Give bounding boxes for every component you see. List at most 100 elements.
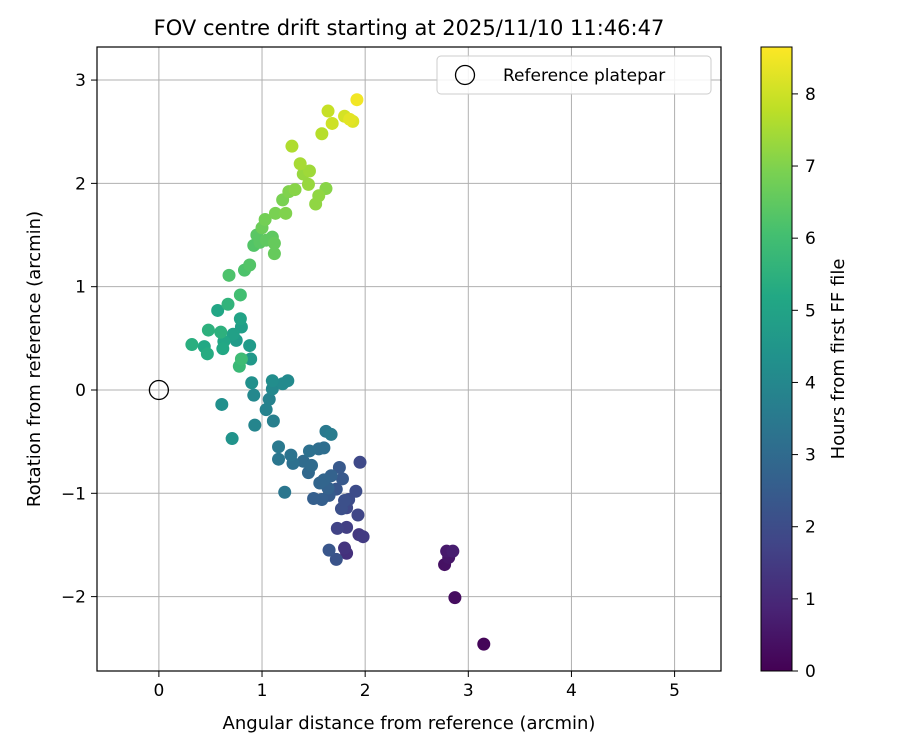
grid-lines bbox=[97, 47, 721, 671]
colorbar-tick-label: 2 bbox=[805, 518, 816, 538]
data-point bbox=[221, 297, 235, 311]
data-point bbox=[266, 414, 280, 428]
x-tick-label: 3 bbox=[463, 681, 474, 701]
data-point bbox=[350, 93, 364, 107]
data-point bbox=[259, 403, 273, 417]
colorbar-label: Hours from first FF file bbox=[828, 259, 849, 460]
legend-label-reference: Reference platepar bbox=[503, 66, 665, 86]
data-point bbox=[233, 288, 247, 302]
data-point bbox=[288, 183, 302, 197]
data-point bbox=[307, 491, 321, 505]
data-point bbox=[477, 637, 491, 651]
data-point bbox=[335, 472, 349, 486]
data-point bbox=[268, 206, 282, 220]
data-point bbox=[234, 352, 248, 366]
data-points bbox=[185, 93, 491, 651]
x-tick-label: 5 bbox=[669, 681, 680, 701]
data-point bbox=[338, 494, 352, 508]
data-point bbox=[284, 448, 298, 462]
data-point bbox=[267, 247, 281, 261]
y-tick-label: 3 bbox=[75, 71, 86, 91]
legend: Reference platepar bbox=[436, 55, 712, 95]
data-point bbox=[322, 543, 336, 557]
x-tick-label: 2 bbox=[360, 681, 371, 701]
colorbar-tick-label: 0 bbox=[805, 662, 816, 682]
data-point bbox=[278, 485, 292, 499]
data-point bbox=[301, 177, 315, 191]
data-point bbox=[214, 325, 228, 339]
colorbar-tick-label: 6 bbox=[805, 229, 816, 249]
data-point bbox=[201, 323, 215, 337]
data-point bbox=[446, 544, 460, 558]
data-point bbox=[211, 303, 225, 317]
legend-marker-reference bbox=[454, 64, 476, 86]
data-point bbox=[448, 591, 462, 605]
colorbar-tick-label: 8 bbox=[805, 85, 816, 105]
reference-marker bbox=[148, 379, 170, 401]
x-axis-label: Angular distance from reference (arcmin) bbox=[223, 713, 596, 734]
data-point bbox=[325, 116, 339, 130]
y-axis-label: Rotation from reference (arcmin) bbox=[24, 211, 45, 507]
x-tick-label: 1 bbox=[257, 681, 268, 701]
reference-point bbox=[148, 379, 170, 401]
colorbar-ticks: 0 1 2 3 4 5 6 7 8 bbox=[792, 85, 816, 682]
chart-title: FOV centre drift starting at 2025/11/10 … bbox=[154, 16, 665, 40]
plot-frame bbox=[96, 46, 722, 672]
y-tick-label: 1 bbox=[75, 278, 86, 298]
data-point bbox=[247, 388, 261, 402]
colorbar-tick-label: 7 bbox=[805, 157, 816, 177]
data-point bbox=[272, 452, 286, 466]
colorbar: 0 1 2 3 4 5 6 7 8 Hours from first FF file bbox=[760, 46, 849, 682]
x-tick-label: 4 bbox=[566, 681, 577, 701]
data-point bbox=[248, 418, 262, 432]
data-point bbox=[267, 236, 281, 250]
colorbar-gradient bbox=[760, 46, 793, 672]
data-point bbox=[356, 530, 370, 544]
data-point bbox=[338, 541, 352, 555]
data-point bbox=[245, 376, 259, 390]
y-tick-label: −2 bbox=[61, 588, 86, 608]
data-point bbox=[330, 521, 344, 535]
data-point bbox=[222, 268, 236, 282]
data-point bbox=[243, 339, 257, 353]
data-point bbox=[281, 374, 295, 388]
data-point bbox=[293, 157, 307, 171]
data-point bbox=[332, 460, 346, 474]
data-point bbox=[324, 427, 338, 441]
data-point bbox=[302, 164, 316, 178]
legend-box bbox=[436, 55, 712, 95]
data-point bbox=[302, 444, 316, 458]
data-point bbox=[244, 352, 258, 366]
data-point bbox=[313, 476, 327, 490]
data-point bbox=[272, 440, 286, 454]
x-axis-ticks: 0 1 2 3 4 5 bbox=[153, 671, 680, 701]
data-point bbox=[226, 327, 240, 341]
data-point bbox=[258, 213, 272, 227]
y-tick-label: −1 bbox=[61, 484, 86, 504]
y-axis-ticks: −2 −1 0 1 2 3 bbox=[61, 71, 97, 608]
data-point bbox=[351, 508, 365, 522]
colorbar-tick-label: 4 bbox=[805, 373, 816, 393]
data-point bbox=[315, 127, 329, 141]
data-point bbox=[353, 455, 367, 469]
data-point bbox=[265, 374, 279, 388]
data-point bbox=[216, 342, 230, 356]
data-point bbox=[329, 552, 343, 566]
data-point bbox=[262, 392, 276, 406]
colorbar-tick-label: 5 bbox=[805, 301, 816, 321]
data-point bbox=[285, 139, 299, 153]
colorbar-tick-label: 3 bbox=[805, 446, 816, 466]
data-point bbox=[321, 104, 335, 118]
x-tick-label: 0 bbox=[153, 681, 164, 701]
data-point bbox=[279, 206, 293, 220]
data-point bbox=[243, 258, 257, 272]
data-point bbox=[215, 397, 229, 411]
y-tick-label: 0 bbox=[75, 381, 86, 401]
data-point bbox=[312, 189, 326, 203]
data-point bbox=[200, 347, 214, 361]
data-point bbox=[233, 312, 247, 326]
data-point bbox=[225, 432, 239, 446]
data-point bbox=[305, 458, 319, 472]
data-point bbox=[343, 112, 357, 126]
